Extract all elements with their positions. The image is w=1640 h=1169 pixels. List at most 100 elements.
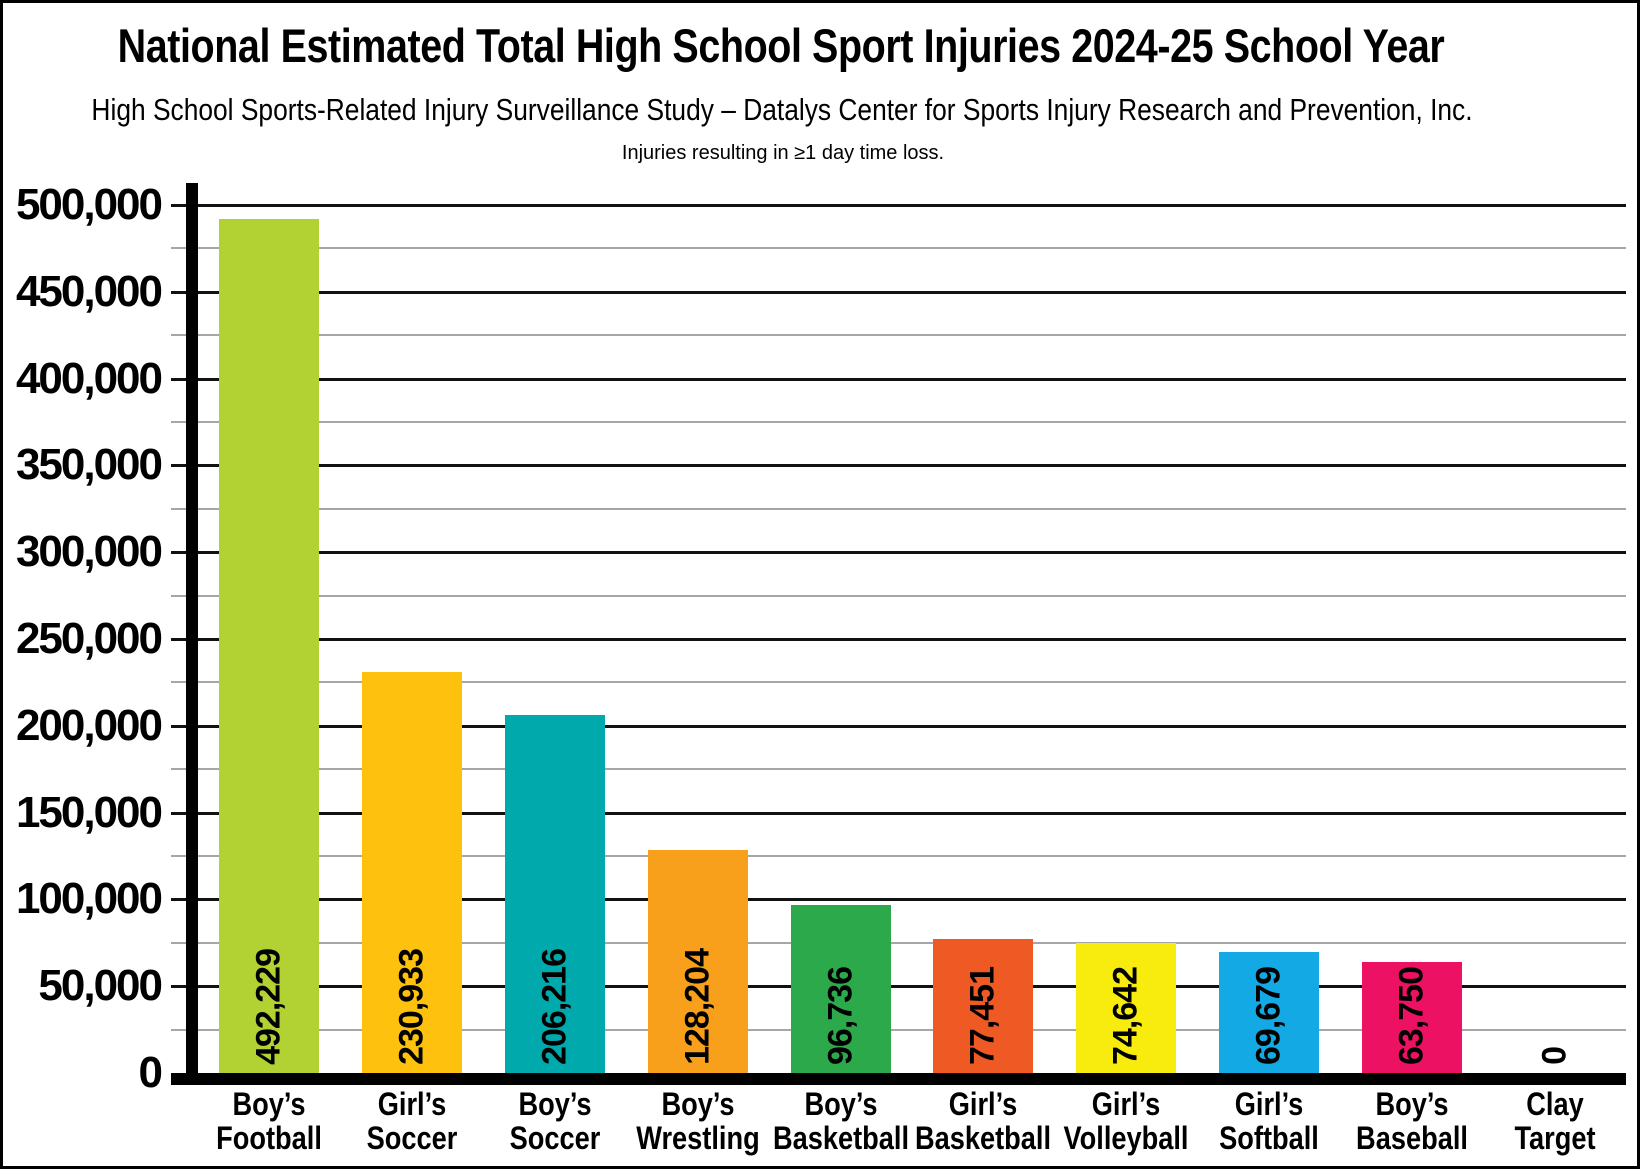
- bar-value-label: 230,933: [392, 949, 431, 1065]
- gridline-major: [171, 464, 1626, 468]
- gridline-minor: [171, 855, 1626, 857]
- y-tick-label: 450,000: [15, 266, 163, 316]
- chart-subtitle: High School Sports-Related Injury Survei…: [91, 92, 1473, 127]
- gridline-major: [171, 551, 1626, 555]
- bar-value-label: 74,642: [1106, 967, 1145, 1065]
- y-tick-label: 300,000: [15, 527, 163, 577]
- category-label: Boy’s Wrestling: [636, 1087, 759, 1155]
- y-tick-label: 350,000: [15, 440, 163, 490]
- gridline-minor: [171, 507, 1626, 510]
- category-label: Boy’s Football: [217, 1087, 323, 1155]
- gridline-minor: [171, 941, 1626, 944]
- y-tick-label: 150,000: [15, 787, 163, 837]
- chart-note: Injuries resulting in ≥1 day time loss.: [621, 142, 945, 164]
- category-label-line: Softball: [1219, 1120, 1319, 1156]
- bar-value-label: 492,229: [249, 949, 288, 1065]
- gridline-major: [171, 377, 1626, 381]
- gridline-layer: [171, 204, 1626, 1073]
- bar: [647, 850, 748, 1073]
- bar-column: 96,736 Boy’s Basketball: [769, 205, 912, 1155]
- category-label-line: Boy’s: [518, 1086, 592, 1122]
- category-label-line: Basketball: [772, 1120, 909, 1156]
- gridline-minor: [171, 421, 1626, 423]
- gridline-minor: [171, 594, 1626, 597]
- y-tick-label: 250,000: [15, 614, 163, 663]
- gridline-major: [171, 724, 1626, 728]
- bar: [933, 938, 1034, 1073]
- gridline-major: [171, 204, 1626, 207]
- bar: [790, 905, 891, 1073]
- bar-value-label: 0: [1535, 1047, 1574, 1065]
- bar: [1076, 943, 1177, 1073]
- y-tick-label: 50,000: [38, 961, 163, 1011]
- category-label-line: Boy’s: [661, 1086, 735, 1122]
- bar-column: 128,204 Boy’s Wrestling: [626, 205, 769, 1155]
- category-label-line: Soccer: [509, 1120, 601, 1156]
- bar-value-label: 206,216: [535, 949, 574, 1065]
- category-label-line: Volleyball: [1063, 1120, 1189, 1156]
- bar-value-label: 63,750: [1392, 967, 1431, 1065]
- category-label-line: Girl’s: [1091, 1086, 1161, 1122]
- category-label: Girl’s Volleyball: [1064, 1087, 1189, 1155]
- category-label-line: Clay: [1525, 1086, 1584, 1122]
- bar-column: 74,642 Girl’s Volleyball: [1055, 205, 1198, 1155]
- bar: [1218, 952, 1319, 1073]
- category-label-line: Baseball: [1355, 1120, 1468, 1156]
- x-axis-line: [171, 1073, 1626, 1085]
- category-label-line: Football: [216, 1120, 323, 1156]
- category-label: Boy’s Baseball: [1356, 1087, 1468, 1155]
- gridline-minor: [171, 681, 1626, 684]
- bar: [504, 715, 605, 1073]
- bar: [1361, 962, 1462, 1073]
- category-label: Clay Target: [1514, 1087, 1595, 1155]
- category-label-line: Boy’s: [232, 1086, 306, 1122]
- bar-column: 0 Clay Target: [1483, 205, 1626, 1155]
- category-label: Girl’s Basketball: [915, 1087, 1051, 1155]
- plot-area: [171, 204, 1626, 1073]
- bar-column: 206,216 Boy’s Soccer: [484, 205, 627, 1155]
- chart-title: National Estimated Total High School Spo…: [117, 19, 1445, 72]
- gridline-major: [171, 985, 1626, 989]
- y-axis-line: [186, 183, 198, 1085]
- bar-column: 63,750 Boy’s Baseball: [1340, 205, 1483, 1155]
- category-label: Girl’s Softball: [1219, 1087, 1319, 1155]
- bar: [219, 218, 320, 1073]
- gridline-minor: [171, 247, 1626, 250]
- bar-value-label: 69,679: [1249, 967, 1288, 1065]
- category-label-line: Wrestling: [636, 1120, 760, 1156]
- bar-value-label: 77,451: [963, 967, 1002, 1065]
- y-tick-label: 100,000: [15, 874, 163, 924]
- category-label-line: Target: [1514, 1120, 1596, 1156]
- gridline-major: [171, 290, 1626, 294]
- category-label: Girl’s Soccer: [367, 1087, 458, 1155]
- y-tick-label: 200,000: [15, 700, 163, 750]
- category-label-line: Girl’s: [1234, 1086, 1304, 1122]
- bars-layer: 492,229 Boy’s Football 230,933 Girl’s Soccer 2…: [198, 205, 1626, 1155]
- gridline-major: [171, 811, 1626, 815]
- category-label-line: Girl’s: [949, 1086, 1018, 1122]
- gridline-major: [171, 898, 1626, 902]
- category-label-line: Boy’s: [804, 1086, 878, 1122]
- category-label-line: Soccer: [366, 1120, 458, 1156]
- bar-value-label: 96,736: [821, 967, 860, 1065]
- category-label: Boy’s Soccer: [510, 1087, 601, 1155]
- bar-column: 77,451 Girl’s Basketball: [912, 205, 1055, 1155]
- y-tick-label: 0: [138, 1048, 163, 1097]
- gridline-major: [171, 638, 1626, 641]
- bar-column: 230,933 Girl’s Soccer: [341, 205, 484, 1155]
- category-label-line: Basketball: [915, 1120, 1052, 1156]
- gridline-minor: [171, 334, 1626, 337]
- y-tick-label: 400,000: [15, 353, 163, 403]
- bar-column: 492,229 Boy’s Football: [198, 205, 341, 1155]
- bar-column: 69,679 Girl’s Softball: [1198, 205, 1341, 1155]
- bar-value-label: 128,204: [678, 949, 717, 1065]
- category-label-line: Boy’s: [1375, 1086, 1449, 1122]
- y-tick-label: 500,000: [15, 180, 163, 229]
- gridline-minor: [171, 1028, 1626, 1031]
- category-label: Boy’s Basketball: [773, 1087, 909, 1155]
- bar: [362, 672, 463, 1073]
- category-label-line: Girl’s: [377, 1086, 447, 1122]
- gridline-minor: [171, 768, 1626, 771]
- y-axis-tick-labels: 0 50,000 100,000 150,000 200,000 250,000 300,0…: [3, 183, 163, 1095]
